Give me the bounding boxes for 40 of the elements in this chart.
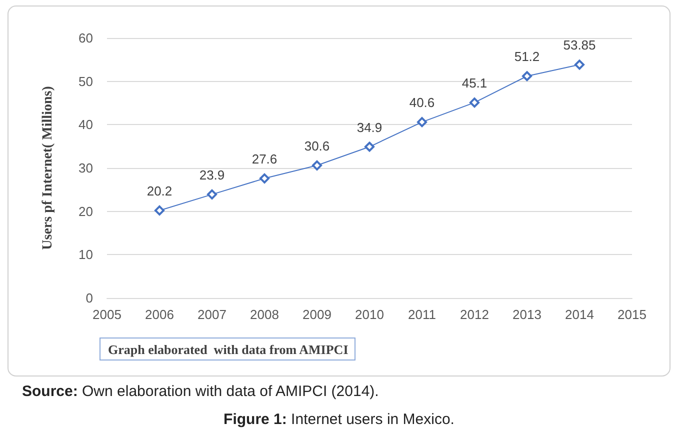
data-label: 30.6 [304,138,330,154]
x-tick-label: 2014 [565,307,594,322]
data-label: 23.9 [199,167,225,182]
x-tick-label: 2015 [618,307,646,322]
y-tick-label: 30 [78,160,93,176]
text: Graph elaborated with data from AMIPCI [108,342,348,357]
source-note: Source: Own elaboration with data of AMIPCI (2014). [22,383,379,400]
x-tick-label: 2005 [92,307,122,322]
point [260,173,270,184]
x-tick-label: 2007 [198,307,226,322]
data-label: 40.6 [409,95,435,110]
point [154,205,164,216]
data-label: 20.2 [146,183,172,198]
point [417,117,427,128]
point [522,71,532,82]
point [312,160,322,170]
x-tick-label: 2008 [250,307,279,322]
y-tick-label: 20 [78,204,93,219]
y-tick-label: 60 [78,30,93,46]
y-tick-label: 50 [78,74,93,89]
y-tick-label: 40 [78,117,93,132]
data-label: 45.1 [462,76,488,91]
point [207,189,217,200]
data-label: 27.6 [252,151,278,166]
data-label: 53.85 [563,38,596,53]
y-axis-title: Users pf Internet( Millions) [40,86,56,250]
point [470,98,480,108]
caption: Figure 1: Internet users in Mexico. [224,411,454,428]
point [364,142,374,152]
data-label: 34.9 [356,120,382,135]
x-tick-label: 2010 [355,307,384,322]
x-tick-label: 2013 [512,307,542,322]
y-tick-label: 0 [86,290,93,306]
x-tick-label: 2011 [408,307,436,322]
y-tick-label: 10 [78,247,93,262]
x-tick-label: 2009 [302,307,332,322]
data-label: 51.2 [514,49,540,64]
x-tick-label: 2006 [145,307,174,322]
x-tick-label: 2012 [460,307,489,322]
point [574,60,584,70]
